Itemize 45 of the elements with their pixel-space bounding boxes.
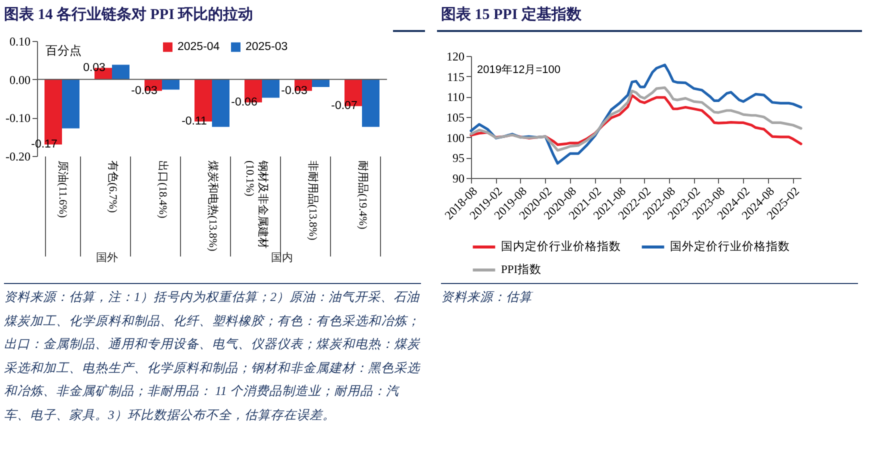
legend-label: PPI指数 [501,263,542,276]
x-tick-label: 出口(18.4%) [156,160,170,219]
bar [262,79,280,98]
bar [162,79,180,90]
text: 资料来源：估算 [441,283,858,310]
legend-label: 2025-03 [246,41,288,54]
y-tick-label: 100 [446,130,464,145]
data-label: -0.03 [131,84,158,97]
y-axis-title: 百分点 [46,44,82,58]
bar [312,79,330,87]
data-label: -0.03 [281,84,308,97]
line-series [470,86,802,152]
legend-label: 国外定价行业价格指数 [670,239,790,253]
chart-title: 图表 15 PPI 定基指数 [437,0,862,32]
data-label: -0.07 [331,100,358,112]
data-label: 0.03 [83,62,106,74]
text: 国外 [96,251,118,265]
text: 资料来源：估算，注：1）括号内为权重估算；2）原油：油气开采、石油煤炭加工、化学原料和制品、化纤、塑料橡胶；有色：有色采选和冶炼；出口：金属制品、通用和专用设备、电气、仪器仪表；煤炭和电热：煤炭采选和加工、电热生产、化学原料和制品；钢材和非金属建材：黑色采选和冶炼、非金属矿制品；非耐用品： 11 个消费品制造业；耐用品：汽车、电子、家具。3）环比数据公布不全，估算存在误差。 [4,283,421,427]
x-tick-label: 非耐用品(13.8%) [306,160,320,241]
x-tick-label: 煤炭和电热(13.8%) [206,160,220,252]
y-tick-label: -0.10 [6,111,30,126]
y-tick-label: 90 [452,172,464,186]
bar [112,64,130,80]
bar [212,79,230,127]
bar [62,79,80,128]
x-tick-label: 钢材及非金属建材(10.1%) [244,160,270,248]
y-tick-label: 95 [452,151,464,166]
y-tick-label: 120 [446,50,464,64]
x-tick-label: 耐用品(19.4%) [356,160,368,230]
y-tick-label: 0.00 [10,72,30,87]
chart-title: 图表 14 各行业链条对 PPI 环比的拉动 [0,0,425,32]
data-label: -0.11 [182,116,207,128]
y-tick-label: 0.10 [10,34,30,48]
y-tick-label: 115 [446,70,464,84]
bar [362,79,380,127]
y-tick-label: 105 [446,110,464,124]
x-tick-label: 有色(6.7%) [106,160,118,214]
legend-label: 国内定价行业价格指数 [501,239,621,253]
data-label: -0.06 [231,96,258,108]
text: 国内 [271,251,293,265]
y-tick-label: -0.20 [6,150,30,164]
legend-label: 2025-04 [178,41,220,54]
annotation: 2019年12月=100 [477,64,560,76]
x-tick-label: 原油(11.6%) [56,160,70,218]
y-tick-label: 110 [446,90,464,104]
